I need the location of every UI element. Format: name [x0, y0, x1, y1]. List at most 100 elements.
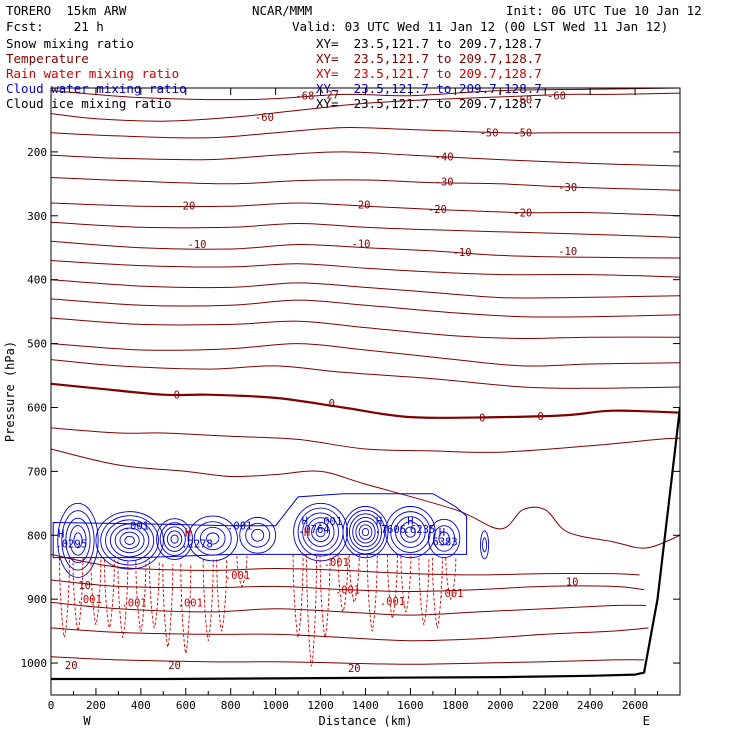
x-tick-label-1200: 1200 [307, 699, 334, 712]
rain-streak-7 [162, 564, 174, 648]
cloud-water-blob-0-ring-2 [65, 517, 91, 564]
rain-streak-21 [431, 557, 443, 629]
contour-label-46: .001 [324, 557, 349, 569]
contour-label-21: 0 [538, 411, 544, 423]
cloud-water-blob-4-ring-2 [251, 528, 265, 542]
rain-streak-15 [337, 554, 349, 613]
contour-label-30: H [58, 528, 64, 540]
field-snow-label: Snow mixing ratio [6, 36, 134, 51]
contour-label-27: .001 [124, 521, 149, 533]
contour-label-9: -30 [558, 182, 577, 194]
temperature-contour-21 [51, 656, 645, 665]
temperature-contour-13 [51, 359, 680, 389]
rain-streak-12 [292, 554, 304, 638]
cloud-water-blob-0-ring-1 [61, 510, 95, 571]
cloud-water-blob-6-ring-2 [349, 513, 382, 551]
contour-label-45: .001 [225, 570, 250, 582]
x-tick-label-200: 200 [86, 699, 106, 712]
contour-label-22: 10 [566, 576, 579, 588]
contour-label-6: -50 [513, 128, 532, 140]
contour-label-50: H [304, 527, 310, 539]
contour-label-25: 20 [168, 660, 181, 672]
contour-label-12: -20 [428, 204, 447, 216]
cloud-water-blob-1-ring-5 [119, 531, 140, 550]
cloud-water-blob-3-ring-2 [199, 526, 226, 551]
x-end-label-east: E [643, 714, 650, 728]
contour-label-28: .001 [227, 521, 252, 533]
cloud-water-blob-6-ring-0 [342, 506, 389, 559]
contour-label-42: .001 [77, 594, 102, 606]
temperature-contour-7 [51, 240, 680, 259]
y-axis-title: Pressure (hPa) [3, 341, 17, 442]
temperature-contour-10 [51, 298, 680, 318]
contour-label-26: 20 [348, 663, 361, 675]
contour-label-29: .001 [317, 516, 342, 528]
x-axis-title: Distance (km) [319, 714, 413, 728]
contour-label-18: 0 [174, 390, 180, 402]
cloud-water-blob-7-ring-2 [395, 516, 426, 548]
contour-label-0: -68 [295, 91, 314, 103]
x-tick-label-0: 0 [48, 699, 55, 712]
cloud-water-blob-3-ring-1 [193, 521, 232, 556]
y-tick-label-900: 900 [27, 593, 47, 606]
rain-streak-14 [319, 554, 331, 638]
temperature-contour-5 [51, 202, 680, 217]
cloud-water-blob-8-ring-0 [427, 518, 461, 559]
contour-label-5: -50 [480, 128, 499, 140]
header-center: NCAR/MMM [252, 3, 313, 18]
cloud-water-blob-1-ring-6 [124, 535, 135, 545]
x-tick-label-600: 600 [176, 699, 196, 712]
contour-label-7: -40 [435, 151, 454, 163]
rain-streak-22 [445, 557, 457, 600]
cloud-water-blob-2-ring-0 [156, 518, 193, 560]
y-tick-label-300: 300 [27, 210, 47, 223]
contour-label-36: H [376, 516, 382, 528]
temperature-contour-15 [51, 427, 680, 453]
cloud-water-blob-2-ring-4 [170, 534, 179, 544]
cloud-water-blob-8-ring-1 [433, 525, 456, 552]
plot-content: -68 -27 -60 -60 -60 -50 -50 -40 -30 -30 -20 -20 -20 -… [51, 88, 680, 681]
contour-label-8: -30 [435, 176, 454, 188]
cloud-water-blob-6-ring-5 [358, 524, 373, 540]
temperature-contour-20 [51, 627, 649, 642]
cloud-water-blob-1-ring-3 [109, 523, 150, 558]
rain-streak-10 [216, 559, 228, 632]
rain-streak-3 [103, 559, 115, 629]
rain-streak-6 [148, 560, 160, 629]
contour-label-33: .2278 [181, 539, 213, 551]
contour-label-11: -20 [352, 199, 371, 211]
cloud-water-blob-3-ring-0 [187, 515, 238, 562]
cloud-water-blob-6-ring-1 [345, 509, 386, 555]
x-tick-label-800: 800 [221, 699, 241, 712]
contour-label-49: .001 [438, 588, 463, 600]
temperature-contour-0 [51, 88, 680, 101]
temperature-contour-6 [51, 221, 680, 238]
cloud-water-blob-0-ring-3 [69, 525, 87, 556]
cloud-water-blob-5-ring-5 [315, 526, 326, 538]
contour-label-1: -27 [320, 89, 339, 101]
x-tick-label-1600: 1600 [397, 699, 424, 712]
temperature-contour-2 [51, 127, 680, 139]
rain-streak-17 [366, 554, 378, 632]
contour-label-34: H [302, 516, 308, 528]
header-init: Init: 06 UTC Tue 10 Jan 12 [506, 3, 702, 18]
cloud-water-blob-0-ring-4 [73, 532, 83, 549]
cloud-water-blob-2-ring-3 [166, 530, 183, 548]
contour-label-3: -60 [547, 91, 566, 103]
temperature-contour-3 [51, 151, 680, 167]
rain-streak-19 [400, 555, 412, 613]
y-tick-label-800: 800 [27, 529, 47, 542]
header-fcst: Fcst: 21 h [6, 19, 104, 34]
contour-label-24: 20 [65, 660, 78, 672]
field-cloud-ice-xy: XY= 23.5,121.7 to 209.7,128.7 [316, 96, 542, 111]
cloud-water-blob-2-ring-2 [163, 526, 186, 552]
cloud-water-blob-1-ring-4 [114, 527, 145, 554]
x-tick-label-400: 400 [131, 699, 151, 712]
cloud-water-blob-3-ring-3 [206, 532, 220, 545]
contour-label-35: .0764 [298, 524, 330, 536]
cloud-water-blob-9-ring-0 [480, 530, 490, 560]
cloud-water-blob-5-ring-0 [293, 502, 348, 562]
temperature-contour-8 [51, 260, 680, 278]
x-tick-label-1000: 1000 [262, 699, 289, 712]
x-tick-label-2600: 2600 [622, 699, 649, 712]
